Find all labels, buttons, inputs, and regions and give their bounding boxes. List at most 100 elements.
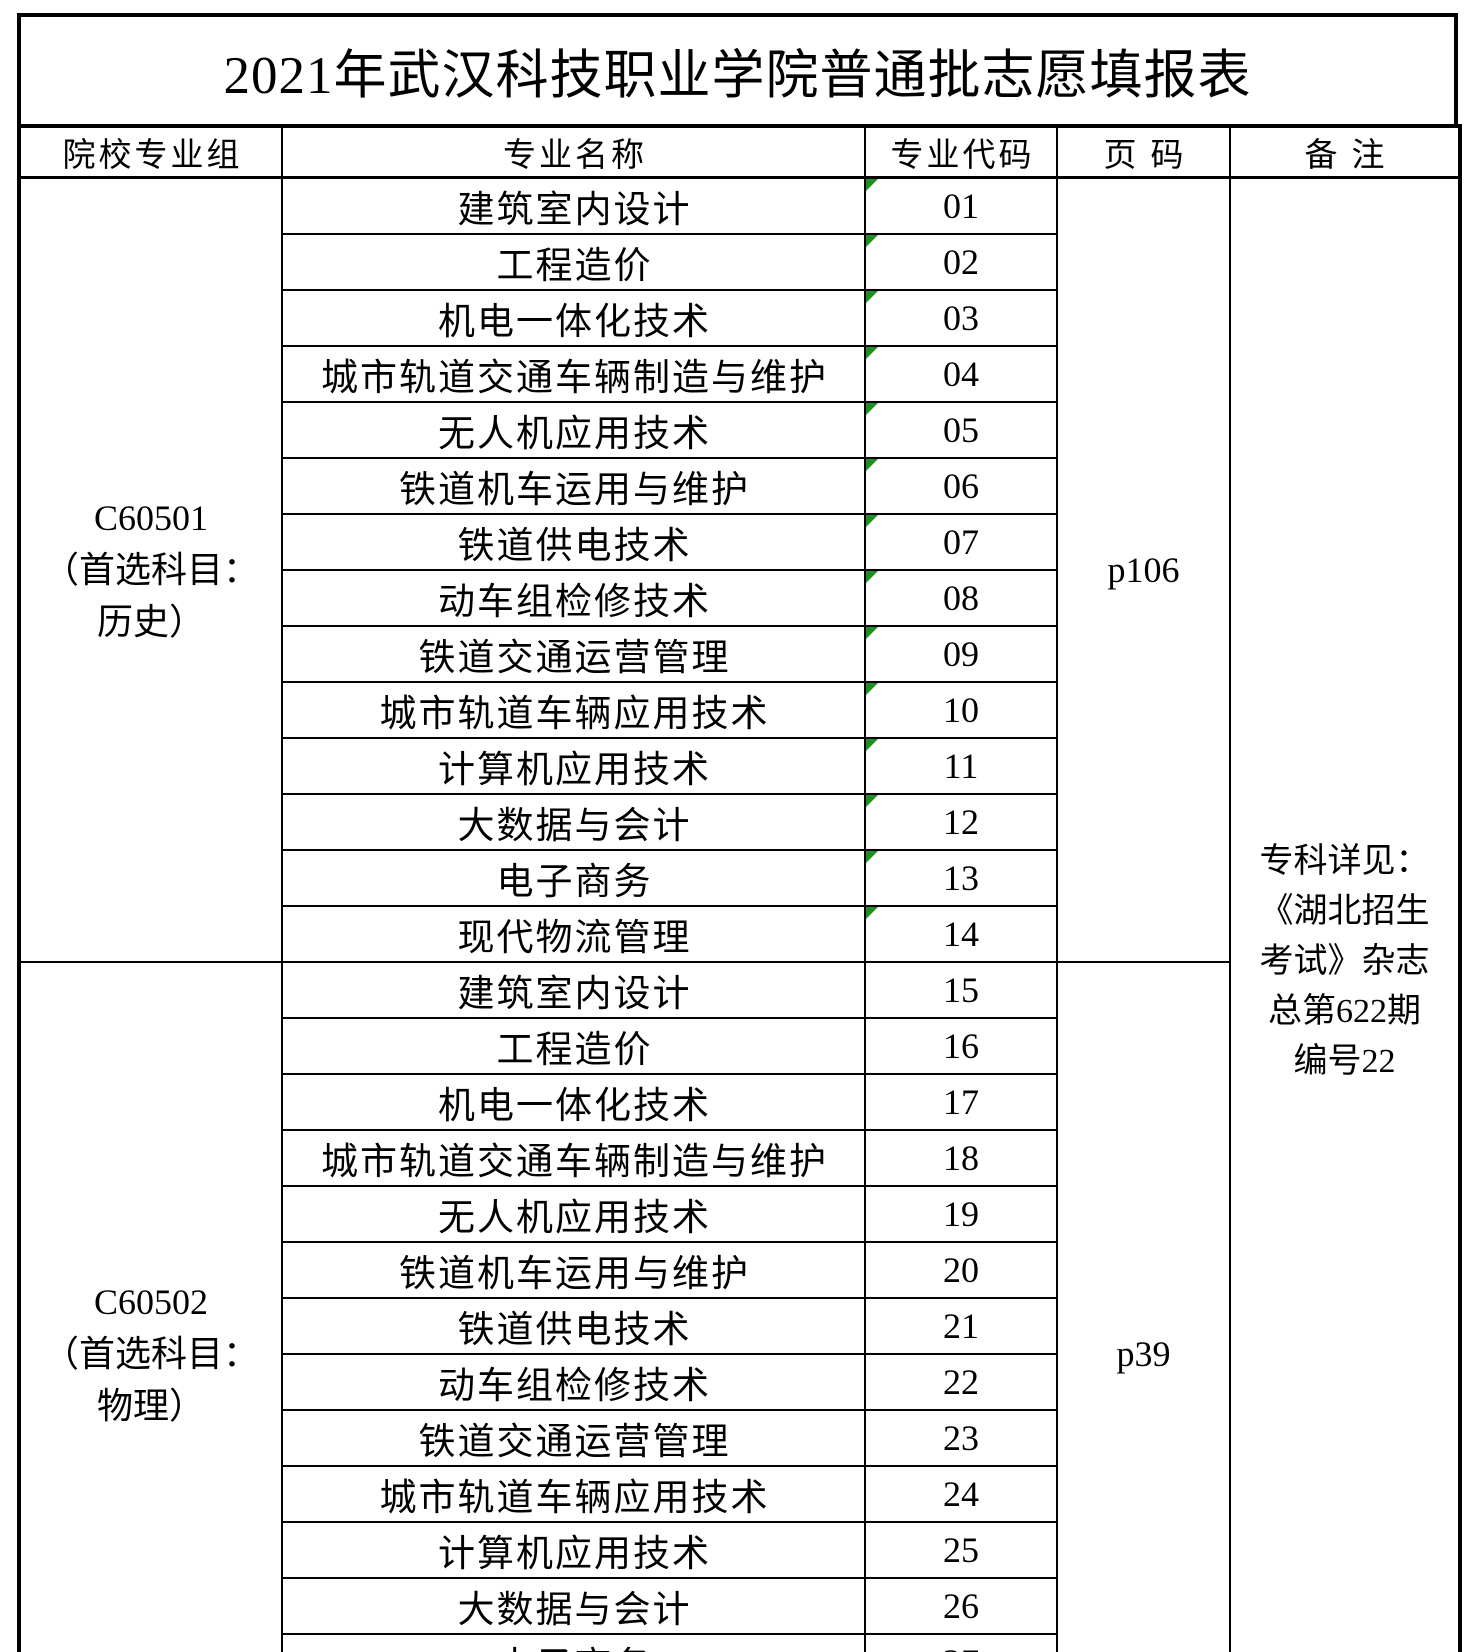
major-code: 25 bbox=[943, 1530, 979, 1570]
major-code-cell: 18 bbox=[864, 1129, 1058, 1187]
major-name-cell: 建筑室内设计 bbox=[281, 176, 866, 235]
major-code-cell: 10 bbox=[864, 681, 1058, 739]
major-code: 21 bbox=[943, 1306, 979, 1346]
major-code: 07 bbox=[943, 522, 979, 562]
major-code: 17 bbox=[943, 1082, 979, 1122]
major-code-cell: 26 bbox=[864, 1577, 1058, 1635]
text-format-corner-icon bbox=[867, 796, 878, 807]
major-code: 15 bbox=[943, 970, 979, 1010]
major-code-cell: 14 bbox=[864, 905, 1058, 963]
header-row: 院校专业组 专业名称 专业代码 页码 备注 bbox=[18, 125, 1461, 179]
group-label-line: 历史） bbox=[96, 602, 205, 642]
major-row: 无人机应用技术 19 bbox=[19, 1185, 1460, 1243]
column-header-remark: 备注 bbox=[1229, 125, 1461, 179]
major-code: 19 bbox=[943, 1194, 979, 1234]
column-header-major-code: 专业代码 bbox=[864, 125, 1058, 179]
major-code: 16 bbox=[943, 1026, 979, 1066]
major-name-cell: 计算机应用技术 bbox=[281, 1521, 866, 1579]
major-name-cell: 机电一体化技术 bbox=[281, 1073, 866, 1131]
text-format-corner-icon bbox=[867, 516, 878, 527]
major-row: 城市轨道车辆应用技术 10 bbox=[19, 681, 1460, 739]
major-row: 铁道供电技术 07 bbox=[19, 513, 1460, 571]
page-title: 2021年武汉科技职业学院普通批志愿填报表 bbox=[223, 46, 1252, 105]
page-cell: p106 bbox=[1056, 176, 1231, 963]
major-row: 电子商务 27 bbox=[19, 1633, 1460, 1652]
major-name-cell: 无人机应用技术 bbox=[281, 401, 866, 459]
remark-line: 专科详见： bbox=[1259, 843, 1430, 880]
major-code-cell: 07 bbox=[864, 513, 1058, 571]
major-code: 23 bbox=[943, 1418, 979, 1458]
major-code-cell: 04 bbox=[864, 345, 1058, 403]
major-row: 城市轨道交通车辆制造与维护 18 bbox=[19, 1129, 1460, 1187]
major-name-cell: 动车组检修技术 bbox=[281, 569, 866, 627]
major-name-cell: 动车组检修技术 bbox=[281, 1353, 866, 1411]
major-row: 铁道供电技术 21 bbox=[19, 1297, 1460, 1355]
text-format-corner-icon bbox=[867, 236, 878, 247]
major-row: 现代物流管理 14 bbox=[19, 905, 1460, 963]
major-code: 26 bbox=[943, 1586, 979, 1626]
major-code: 22 bbox=[943, 1362, 979, 1402]
major-row: 城市轨道交通车辆制造与维护 04 bbox=[19, 345, 1460, 403]
text-format-corner-icon bbox=[867, 348, 878, 359]
major-code-cell: 05 bbox=[864, 401, 1058, 459]
major-code: 13 bbox=[943, 858, 979, 898]
volunteer-table: 院校专业组 专业名称 专业代码 页码 备注 C60501 （首选科目： 历史） 建筑室… bbox=[17, 124, 1462, 1652]
major-code: 06 bbox=[943, 466, 979, 506]
major-row: 计算机应用技术 11 bbox=[19, 737, 1460, 795]
major-code-cell: 21 bbox=[864, 1297, 1058, 1355]
major-code: 09 bbox=[943, 634, 979, 674]
major-code-cell: 12 bbox=[864, 793, 1058, 851]
major-row: 电子商务 13 bbox=[19, 849, 1460, 907]
major-name-cell: 城市轨道交通车辆制造与维护 bbox=[281, 1129, 866, 1187]
major-code: 18 bbox=[943, 1138, 979, 1178]
major-row: 铁道机车运用与维护 06 bbox=[19, 457, 1460, 515]
major-row: 铁道机车运用与维护 20 bbox=[19, 1241, 1460, 1299]
major-code: 03 bbox=[943, 298, 979, 338]
major-row: 工程造价 16 bbox=[19, 1017, 1460, 1075]
major-code-cell: 17 bbox=[864, 1073, 1058, 1131]
major-row: 无人机应用技术 05 bbox=[19, 401, 1460, 459]
major-name-cell: 无人机应用技术 bbox=[281, 1185, 866, 1243]
remark-line: 总第622期 bbox=[1268, 993, 1421, 1030]
major-code: 24 bbox=[943, 1474, 979, 1514]
remark-line: 考试》杂志 bbox=[1259, 943, 1430, 980]
major-name-cell: 城市轨道交通车辆制造与维护 bbox=[281, 345, 866, 403]
major-code-cell: 11 bbox=[864, 737, 1058, 795]
text-format-corner-icon bbox=[867, 572, 878, 583]
text-format-corner-icon bbox=[867, 179, 878, 191]
text-format-corner-icon bbox=[867, 460, 878, 471]
form-title-box: 2021年武汉科技职业学院普通批志愿填报表 bbox=[17, 13, 1458, 128]
major-name-cell: 工程造价 bbox=[281, 233, 866, 291]
column-header-major-name: 专业名称 bbox=[281, 125, 866, 179]
major-name-cell: 铁道交通运营管理 bbox=[281, 625, 866, 683]
remark-line: 编号22 bbox=[1293, 1043, 1396, 1080]
major-row: 工程造价 02 bbox=[19, 233, 1460, 291]
group-cell: C60501 （首选科目： 历史） bbox=[18, 176, 283, 963]
remark-cell: 专科详见： 《湖北招生 考试》杂志 总第622期 编号22 bbox=[1229, 176, 1461, 1652]
major-code: 14 bbox=[943, 914, 979, 954]
table-body: C60501 （首选科目： 历史） 建筑室内设计 01 p106 专科详见： 《湖北招生 考试》… bbox=[18, 176, 1461, 1652]
major-name-cell: 铁道机车运用与维护 bbox=[281, 1241, 866, 1299]
major-name-cell: 电子商务 bbox=[281, 1633, 866, 1652]
major-code-cell: 16 bbox=[864, 1017, 1058, 1075]
major-name-cell: 现代物流管理 bbox=[281, 905, 866, 963]
text-format-corner-icon bbox=[867, 628, 878, 639]
major-code: 20 bbox=[943, 1250, 979, 1290]
major-code-cell: 06 bbox=[864, 457, 1058, 515]
major-name-cell: 铁道供电技术 bbox=[281, 513, 866, 571]
major-name-cell: 铁道机车运用与维护 bbox=[281, 457, 866, 515]
major-code-cell: 13 bbox=[864, 849, 1058, 907]
major-code-cell: 15 bbox=[864, 961, 1058, 1019]
group-label-line: 物理） bbox=[96, 1386, 205, 1426]
major-code-cell: 19 bbox=[864, 1185, 1058, 1243]
major-row: 动车组检修技术 22 bbox=[19, 1353, 1460, 1411]
major-row: 大数据与会计 12 bbox=[19, 793, 1460, 851]
group-label-line: （首选科目： bbox=[42, 1334, 259, 1374]
major-code-cell: 08 bbox=[864, 569, 1058, 627]
text-format-corner-icon bbox=[867, 852, 878, 863]
column-header-group: 院校专业组 bbox=[18, 125, 283, 179]
major-name-cell: 城市轨道车辆应用技术 bbox=[281, 681, 866, 739]
major-code-cell: 27 bbox=[864, 1633, 1058, 1652]
text-format-corner-icon bbox=[867, 908, 878, 919]
